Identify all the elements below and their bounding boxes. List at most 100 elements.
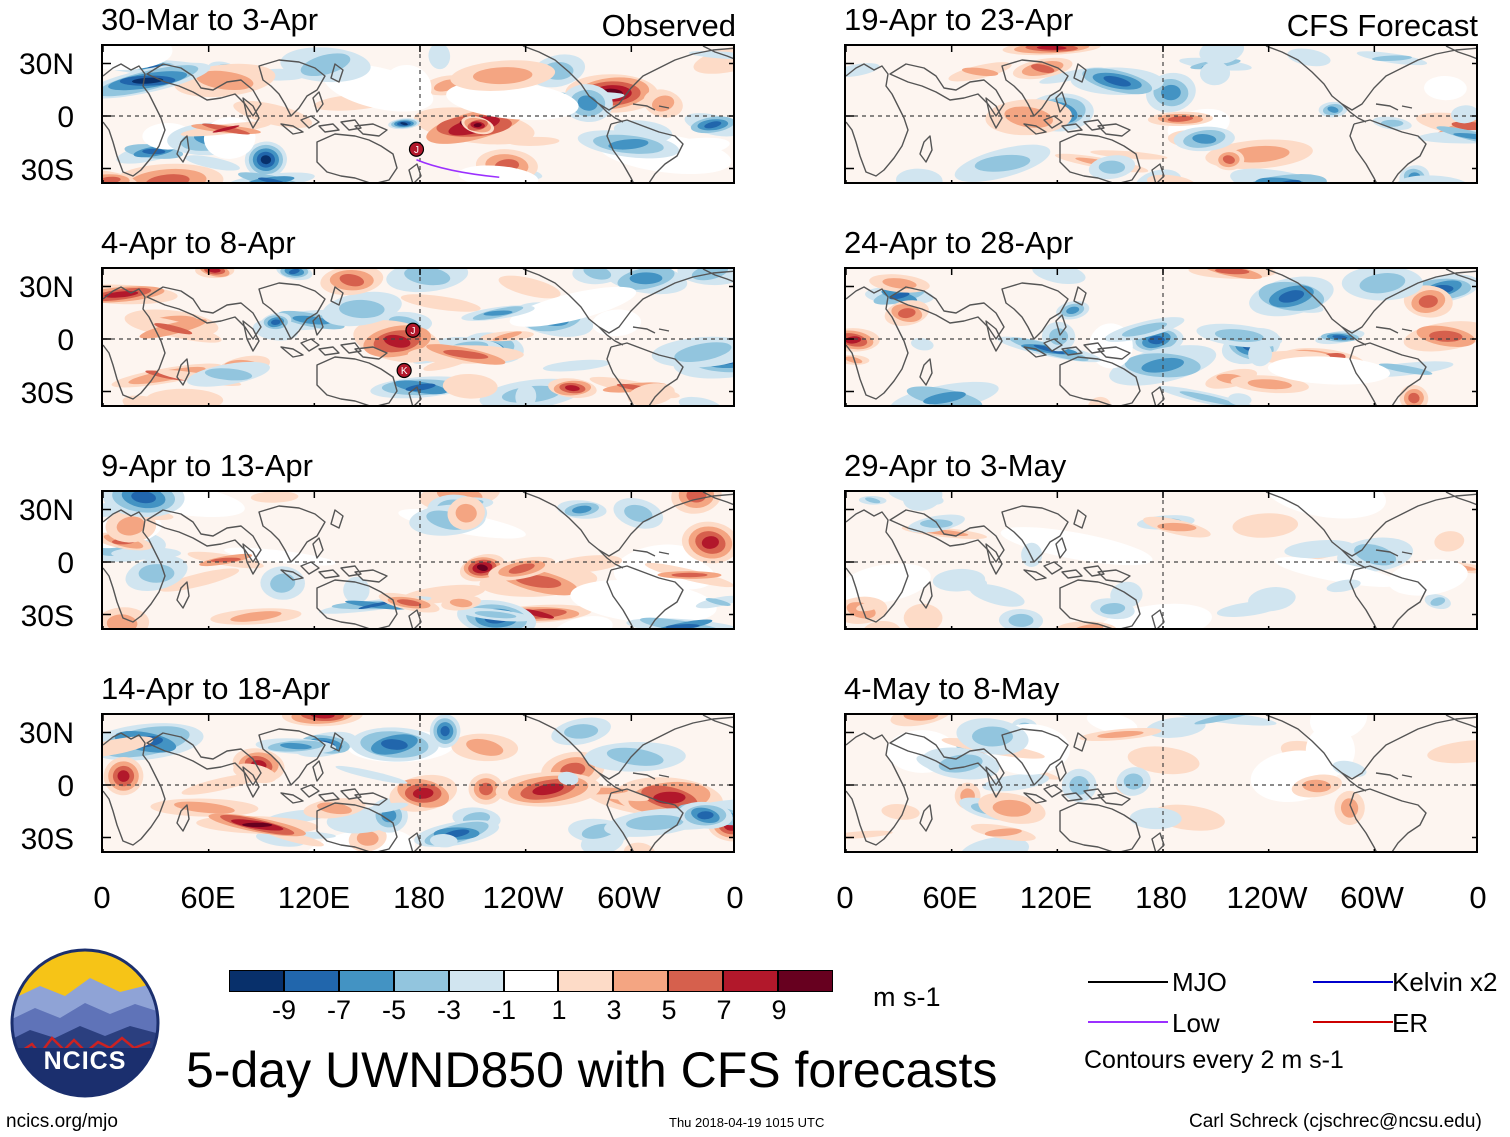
lon-label: 60W xyxy=(597,880,661,915)
lon-label: 60W xyxy=(1340,880,1404,915)
wind-anomaly-field xyxy=(846,492,1476,628)
anomaly-contour xyxy=(212,125,240,133)
lat-label-30s: 30S xyxy=(20,154,74,187)
cyclone-marker: J xyxy=(405,322,421,338)
anomaly-contour xyxy=(606,747,664,766)
anomaly-contour xyxy=(103,46,173,71)
anomaly-contour xyxy=(515,384,537,405)
anomaly-contour xyxy=(564,724,599,739)
lon-label: 120E xyxy=(1019,880,1093,915)
anomaly-contour xyxy=(404,269,451,286)
anomaly-contour xyxy=(442,373,498,399)
anomaly-contour xyxy=(1157,522,1197,532)
anomaly-contour xyxy=(1086,715,1138,734)
panel-title: 9-Apr to 13-Apr xyxy=(101,448,313,483)
anomaly-contour xyxy=(862,620,901,628)
footer-url[interactable]: ncics.org/mjo xyxy=(6,1111,118,1132)
anomaly-contour xyxy=(1036,46,1067,50)
lat-label-eq: 0 xyxy=(57,770,74,803)
anomaly-contour xyxy=(1146,174,1197,182)
colorbar-tick: -3 xyxy=(436,995,461,1025)
wind-anomaly-field xyxy=(846,715,1476,851)
anomaly-contour xyxy=(145,174,190,182)
anomaly-contour xyxy=(896,168,943,182)
anomaly-contour xyxy=(131,492,156,504)
anomaly-contour xyxy=(343,576,370,604)
anomaly-contour xyxy=(443,349,489,359)
anomaly-contour xyxy=(270,573,296,593)
anomaly-contour xyxy=(196,70,254,90)
anomaly-contour xyxy=(280,742,312,750)
map-panel-forecast-2 xyxy=(844,267,1478,407)
colorbar-swatch xyxy=(229,970,284,992)
wind-anomaly-field: JK xyxy=(103,269,733,405)
anomaly-contour xyxy=(552,555,623,573)
colorbar-tick: -5 xyxy=(381,995,406,1025)
wind-anomaly-field xyxy=(103,492,733,628)
anomaly-contour xyxy=(1388,559,1468,596)
anomaly-contour xyxy=(335,765,408,784)
map-panel-forecast-1 xyxy=(844,44,1478,184)
lon-label: 120W xyxy=(1226,880,1308,915)
cfs-forecast-tag: CFS Forecast xyxy=(1286,8,1478,43)
anomaly-contour xyxy=(1232,513,1299,538)
lon-label: 0 xyxy=(836,880,854,915)
colorbar-tick: -9 xyxy=(271,995,296,1025)
lat-label-30n: 30N xyxy=(18,48,74,81)
panel-title: 19-Apr to 23-Apr xyxy=(844,2,1074,37)
anomaly-contour xyxy=(1430,597,1446,606)
anomaly-contour xyxy=(449,598,473,608)
map-panel-observed-1: J xyxy=(101,44,735,184)
cyclone-marker: K xyxy=(396,362,412,379)
footer-timestamp: Thu 2018-04-19 1015 UTC xyxy=(669,1115,825,1130)
anomaly-contour xyxy=(1378,363,1433,375)
anomaly-contour xyxy=(474,611,517,619)
lon-label: 60E xyxy=(922,880,978,915)
panel-title: 30-Mar to 3-Apr xyxy=(101,2,319,37)
anomaly-contour xyxy=(430,833,458,848)
legend-label-mjo: MJO xyxy=(1172,967,1227,997)
anomaly-contour xyxy=(923,391,966,405)
svg-text:J: J xyxy=(410,326,415,337)
anomaly-contour xyxy=(412,787,434,799)
anomaly-contour xyxy=(131,77,164,84)
anomaly-contour xyxy=(174,801,235,814)
legend-line-low xyxy=(1088,1021,1168,1023)
anomaly-contour xyxy=(1008,613,1034,627)
anomaly-contour xyxy=(704,121,722,129)
anomaly-contour xyxy=(984,828,1022,837)
wind-anomaly-field xyxy=(846,269,1476,405)
lat-label-eq: 0 xyxy=(57,101,74,134)
colorbar-tick: 5 xyxy=(661,995,677,1025)
anomaly-contour xyxy=(1194,715,1254,725)
colorbar-tick: -7 xyxy=(326,995,351,1025)
low-contour xyxy=(416,159,500,178)
lat-label-30s: 30S xyxy=(20,377,74,410)
anomaly-contour xyxy=(1453,133,1476,141)
wind-anomaly-field xyxy=(846,46,1476,182)
anomaly-contour xyxy=(705,598,731,606)
anomaly-contour xyxy=(1199,61,1231,86)
lon-label: 120E xyxy=(277,880,351,915)
anomaly-contour xyxy=(271,319,281,325)
anomaly-contour xyxy=(1031,64,1055,73)
anomaly-contour xyxy=(1326,579,1361,593)
colorbar-swatch xyxy=(283,970,339,992)
anomaly-contour xyxy=(1451,105,1476,124)
anomaly-contour xyxy=(145,388,224,405)
anomaly-contour xyxy=(1247,379,1292,390)
panel-title: 29-Apr to 3-May xyxy=(844,448,1067,483)
anomaly-contour xyxy=(1167,115,1194,122)
anomaly-contour xyxy=(154,323,193,335)
svg-text:J: J xyxy=(414,145,419,156)
lat-label-30n: 30N xyxy=(18,717,74,750)
ncics-logo xyxy=(10,948,160,1098)
anomaly-contour xyxy=(358,601,392,609)
anomaly-contour xyxy=(902,492,943,511)
cyclone-marker: J xyxy=(408,141,425,157)
anomaly-contour xyxy=(1129,807,1182,830)
anomaly-contour xyxy=(473,67,533,85)
anomaly-contour xyxy=(1222,155,1235,164)
anomaly-contour xyxy=(960,836,1030,851)
anomaly-contour xyxy=(1284,539,1356,559)
